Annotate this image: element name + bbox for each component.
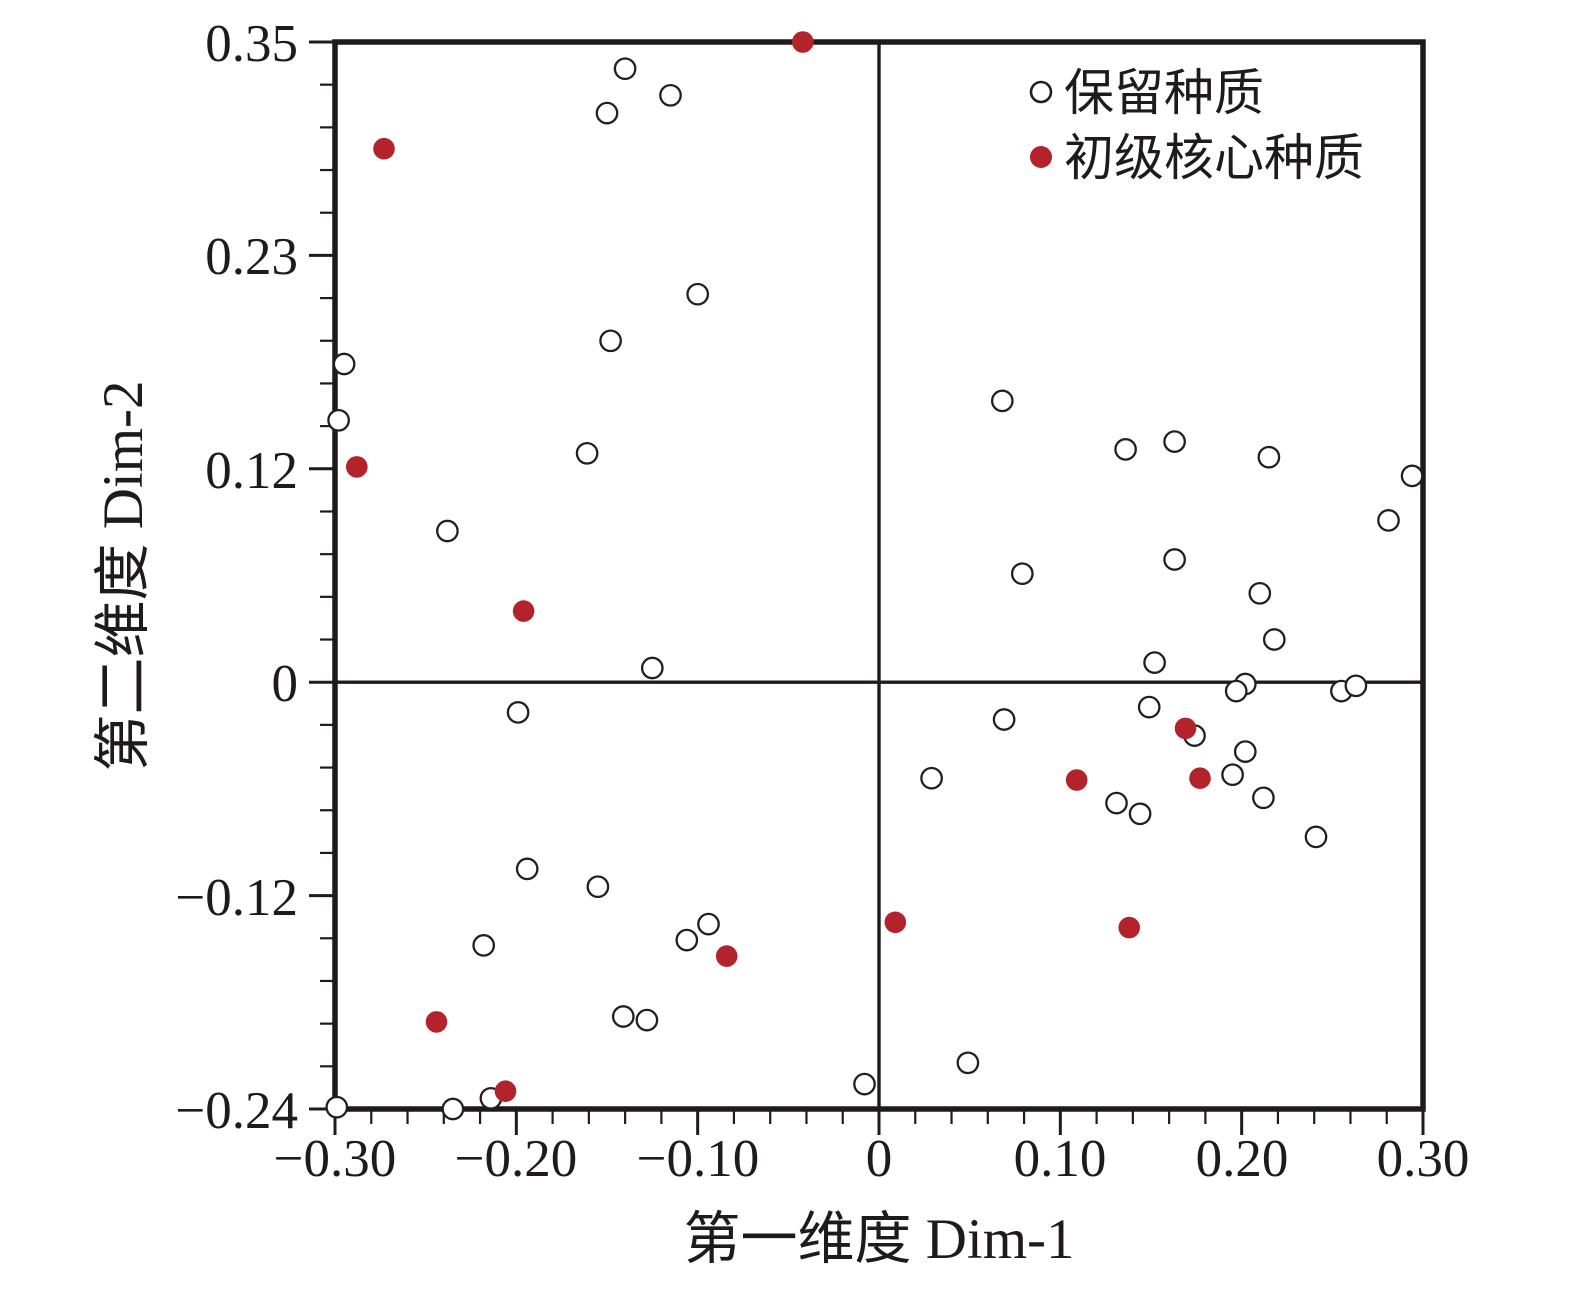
x-tick-label: −0.30 bbox=[274, 1130, 397, 1188]
data-point-core bbox=[715, 945, 738, 967]
data-point-retained bbox=[1248, 581, 1272, 605]
legend-marker-retained-icon bbox=[1029, 80, 1053, 104]
data-point-retained bbox=[635, 1008, 659, 1032]
data-point-retained bbox=[611, 1005, 635, 1028]
data-point-core bbox=[884, 911, 907, 934]
y-tick-label: 0 bbox=[272, 655, 299, 713]
x-tick-label: −0.20 bbox=[455, 1130, 578, 1188]
x-axis-title: 第一维度 Dim-1 bbox=[683, 1208, 1074, 1271]
data-point-core bbox=[512, 600, 535, 622]
data-point-retained bbox=[1304, 825, 1328, 849]
data-point-retained bbox=[1221, 763, 1244, 787]
data-point-retained bbox=[1344, 674, 1368, 698]
data-point-core bbox=[1065, 769, 1088, 791]
data-point-retained bbox=[1163, 430, 1186, 453]
y-tick-label: 0.23 bbox=[205, 228, 298, 286]
data-point-retained bbox=[1233, 740, 1257, 763]
data-point-core bbox=[373, 137, 395, 160]
data-point-retained bbox=[332, 352, 356, 376]
data-point-core bbox=[792, 31, 814, 53]
data-point-retained bbox=[1377, 509, 1400, 532]
data-point-retained bbox=[1163, 548, 1186, 571]
y-tick-label: 0.35 bbox=[205, 15, 298, 73]
data-point-core bbox=[494, 1080, 517, 1102]
data-point-retained bbox=[1010, 562, 1034, 586]
data-point-retained bbox=[1257, 445, 1281, 469]
legend: 保留种质 初级核心种质 bbox=[1029, 65, 1364, 186]
data-point-retained bbox=[675, 928, 699, 952]
data-point-retained bbox=[441, 1097, 465, 1121]
data-point-retained bbox=[1137, 695, 1161, 719]
data-point-retained bbox=[1224, 679, 1248, 703]
x-tick-label: 0 bbox=[866, 1130, 893, 1188]
data-point-retained bbox=[613, 57, 637, 81]
data-point-retained bbox=[1128, 802, 1152, 826]
legend-label-core: 初级核心种质 bbox=[1064, 130, 1364, 186]
y-tick-label: −0.12 bbox=[175, 869, 298, 927]
data-point-retained bbox=[853, 1072, 876, 1096]
x-tick-label: −0.10 bbox=[637, 1130, 760, 1188]
legend-marker-core-icon bbox=[1030, 146, 1052, 168]
data-point-retained bbox=[1252, 786, 1275, 810]
data-point-retained bbox=[1262, 628, 1286, 651]
legend-label-retained: 保留种质 bbox=[1064, 65, 1264, 121]
data-point-retained bbox=[506, 701, 530, 724]
data-point-retained bbox=[1400, 464, 1424, 488]
data-point-retained bbox=[472, 934, 496, 957]
data-point-retained bbox=[515, 857, 539, 881]
data-point-core bbox=[346, 456, 368, 478]
data-point-retained bbox=[327, 408, 350, 432]
data-point-retained bbox=[586, 875, 610, 899]
y-tick-label: 0.12 bbox=[205, 442, 298, 500]
data-point-retained bbox=[436, 519, 459, 543]
data-point-retained bbox=[659, 83, 682, 107]
data-point-retained bbox=[956, 1051, 980, 1075]
x-tick-label: 0.10 bbox=[1014, 1130, 1107, 1188]
data-point-retained bbox=[992, 708, 1016, 731]
data-point-core bbox=[1189, 767, 1211, 789]
data-point-retained bbox=[1105, 791, 1128, 815]
data-point-retained bbox=[686, 282, 710, 306]
data-point-retained bbox=[325, 1095, 349, 1119]
y-axis-title: 第二维度 Dim-2 bbox=[92, 380, 155, 771]
x-tick-label: 0.30 bbox=[1377, 1130, 1470, 1188]
data-point-retained bbox=[599, 329, 622, 353]
x-tick-label: 0.20 bbox=[1196, 1130, 1289, 1188]
data-point-core bbox=[1118, 916, 1140, 939]
data-point-retained bbox=[595, 101, 619, 125]
data-point-retained bbox=[575, 441, 599, 465]
y-tick-label: −0.24 bbox=[175, 1082, 298, 1140]
data-point-retained bbox=[920, 766, 943, 790]
data-point-retained bbox=[1114, 438, 1137, 461]
data-point-retained bbox=[990, 389, 1014, 413]
data-point-core bbox=[1174, 717, 1197, 740]
data-point-retained bbox=[640, 656, 664, 680]
data-point-retained bbox=[697, 912, 720, 936]
data-point-retained bbox=[1143, 651, 1166, 674]
data-point-core bbox=[425, 1011, 448, 1033]
